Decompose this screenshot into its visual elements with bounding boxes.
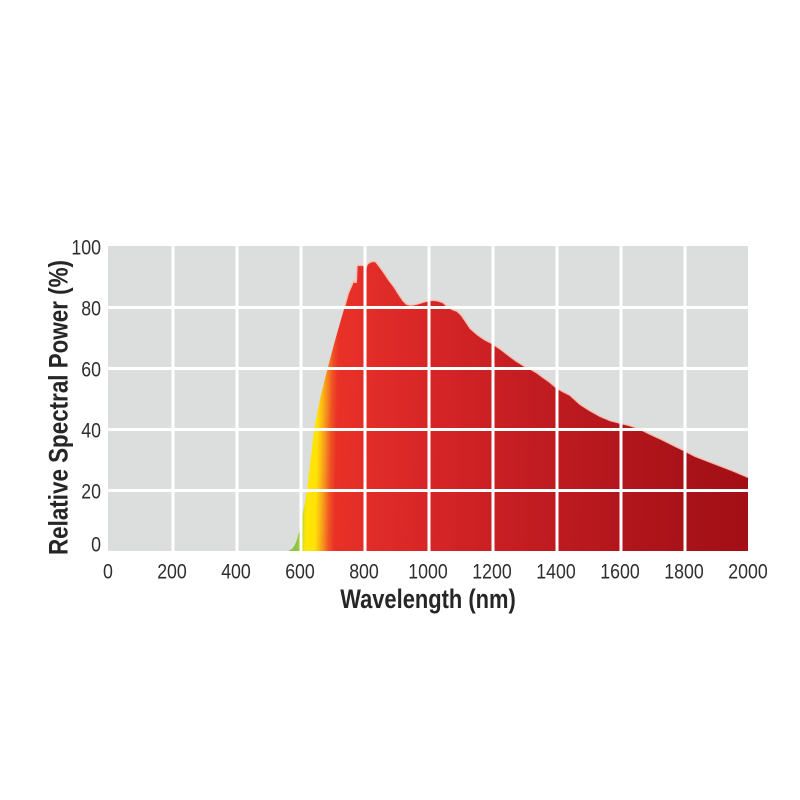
- svg-text:40: 40: [81, 419, 101, 443]
- svg-text:400: 400: [221, 559, 251, 583]
- svg-text:20: 20: [81, 480, 101, 504]
- svg-text:Wavelength (nm): Wavelength (nm): [340, 584, 516, 614]
- svg-text:2000: 2000: [728, 559, 767, 583]
- svg-text:1400: 1400: [536, 559, 575, 583]
- svg-text:Relative Spectral Power (%): Relative Spectral Power (%): [44, 260, 74, 555]
- svg-text:80: 80: [81, 297, 101, 321]
- svg-text:600: 600: [285, 559, 315, 583]
- svg-text:60: 60: [81, 358, 101, 382]
- svg-text:1200: 1200: [472, 559, 511, 583]
- svg-text:100: 100: [71, 236, 101, 260]
- svg-text:200: 200: [157, 559, 187, 583]
- svg-text:800: 800: [349, 559, 379, 583]
- svg-text:1000: 1000: [408, 559, 447, 583]
- svg-text:1800: 1800: [664, 559, 703, 583]
- svg-text:0: 0: [91, 533, 101, 557]
- svg-text:1600: 1600: [600, 559, 639, 583]
- svg-text:0: 0: [103, 559, 113, 583]
